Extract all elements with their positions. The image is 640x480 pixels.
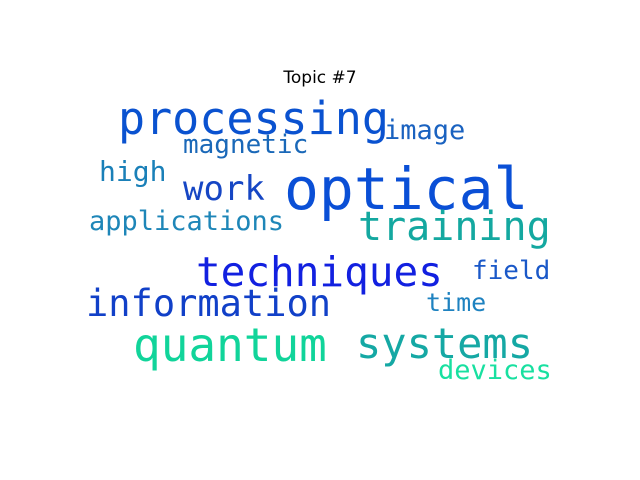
word-quantum: quantum — [133, 318, 327, 372]
word-systems: systems — [356, 319, 534, 368]
word-applications: applications — [89, 206, 285, 237]
word-work: work — [183, 169, 265, 209]
word-techniques: techniques — [196, 248, 443, 296]
word-information: information — [86, 282, 332, 325]
topic-title: Topic #7 — [283, 68, 357, 88]
word-training: training — [358, 204, 551, 250]
word-devices: devices — [438, 355, 552, 386]
word-high: high — [99, 155, 167, 188]
word-image: image — [384, 115, 466, 146]
word-field: field — [472, 256, 551, 286]
word-optical: optical — [284, 155, 529, 223]
word-processing: processing — [118, 92, 389, 145]
word-time: time — [426, 288, 487, 317]
word-magnetic: magnetic — [183, 130, 309, 160]
